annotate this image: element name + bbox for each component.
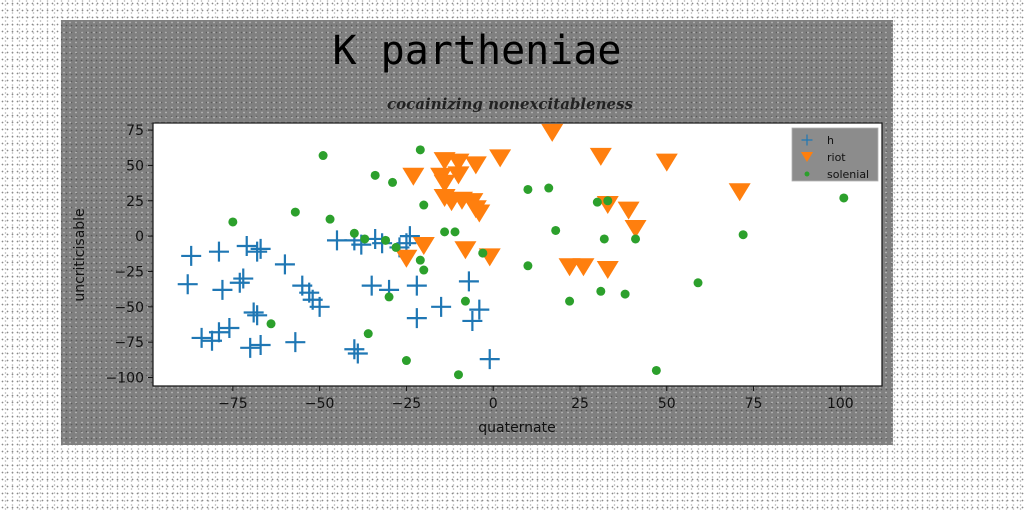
data-point-solenial	[381, 236, 390, 245]
data-point-solenial	[739, 230, 748, 239]
data-point-solenial	[228, 217, 237, 226]
legend-label-solenial: solenial	[827, 168, 869, 181]
chart-svg: K partheniae cocainizing nonexcitablenes…	[61, 20, 893, 445]
data-point-solenial	[416, 145, 425, 154]
data-point-solenial	[360, 234, 369, 243]
y-tick-label: 75	[126, 123, 144, 139]
data-point-solenial	[440, 227, 449, 236]
data-point-solenial	[565, 297, 574, 306]
y-tick-label: 50	[126, 158, 144, 174]
data-point-solenial	[600, 234, 609, 243]
data-point-solenial	[551, 226, 560, 235]
data-point-solenial	[364, 329, 373, 338]
data-point-solenial	[523, 185, 532, 194]
x-tick-label: 50	[658, 396, 676, 412]
y-tick-label: 0	[135, 229, 144, 245]
y-tick-label: −100	[106, 371, 144, 387]
data-point-solenial	[523, 261, 532, 270]
data-point-solenial	[402, 356, 411, 365]
x-tick-label: 0	[489, 396, 498, 412]
data-point-solenial	[593, 198, 602, 207]
data-point-solenial	[319, 151, 328, 160]
data-point-solenial	[385, 292, 394, 301]
y-tick-label: −75	[114, 335, 144, 351]
y-tick-label: 25	[126, 194, 144, 210]
plot-area	[153, 123, 882, 386]
data-point-solenial	[451, 227, 460, 236]
legend-label-riot: riot	[827, 151, 846, 164]
data-point-solenial	[839, 193, 848, 202]
data-point-solenial	[326, 215, 335, 224]
chart-subtitle: cocainizing nonexcitableness	[387, 95, 634, 113]
legend: h riot solenial	[792, 128, 878, 181]
data-point-solenial	[371, 171, 380, 180]
x-axis-label: quaternate	[478, 420, 556, 436]
data-point-solenial	[652, 366, 661, 375]
y-tick-label: −25	[114, 264, 144, 280]
y-axis-label: uncriticisable	[72, 208, 88, 301]
data-point-solenial	[350, 229, 359, 238]
legend-marker-solenial	[805, 172, 810, 177]
data-point-solenial	[461, 297, 470, 306]
legend-label-h: h	[827, 134, 834, 147]
x-tick-label: 100	[827, 396, 854, 412]
data-point-solenial	[631, 234, 640, 243]
data-point-solenial	[267, 319, 276, 328]
x-tick-label: −75	[218, 396, 248, 412]
data-point-solenial	[596, 287, 605, 296]
data-point-solenial	[388, 178, 397, 187]
x-tick-label: 75	[745, 396, 763, 412]
data-point-solenial	[419, 201, 428, 210]
x-tick-label: −50	[305, 396, 335, 412]
y-tick-label: −50	[114, 300, 144, 316]
x-tick-label: 25	[571, 396, 589, 412]
data-point-solenial	[478, 249, 487, 258]
chart-title: K partheniae	[333, 28, 622, 74]
data-point-solenial	[621, 290, 630, 299]
data-point-solenial	[694, 278, 703, 287]
x-tick-label: −25	[392, 396, 422, 412]
data-point-solenial	[392, 243, 401, 252]
chart-figure: K partheniae cocainizing nonexcitablenes…	[61, 20, 893, 445]
data-point-solenial	[291, 208, 300, 217]
data-point-solenial	[419, 266, 428, 275]
data-point-solenial	[544, 184, 553, 193]
data-point-solenial	[454, 370, 463, 379]
data-point-solenial	[603, 196, 612, 205]
data-point-solenial	[416, 256, 425, 265]
